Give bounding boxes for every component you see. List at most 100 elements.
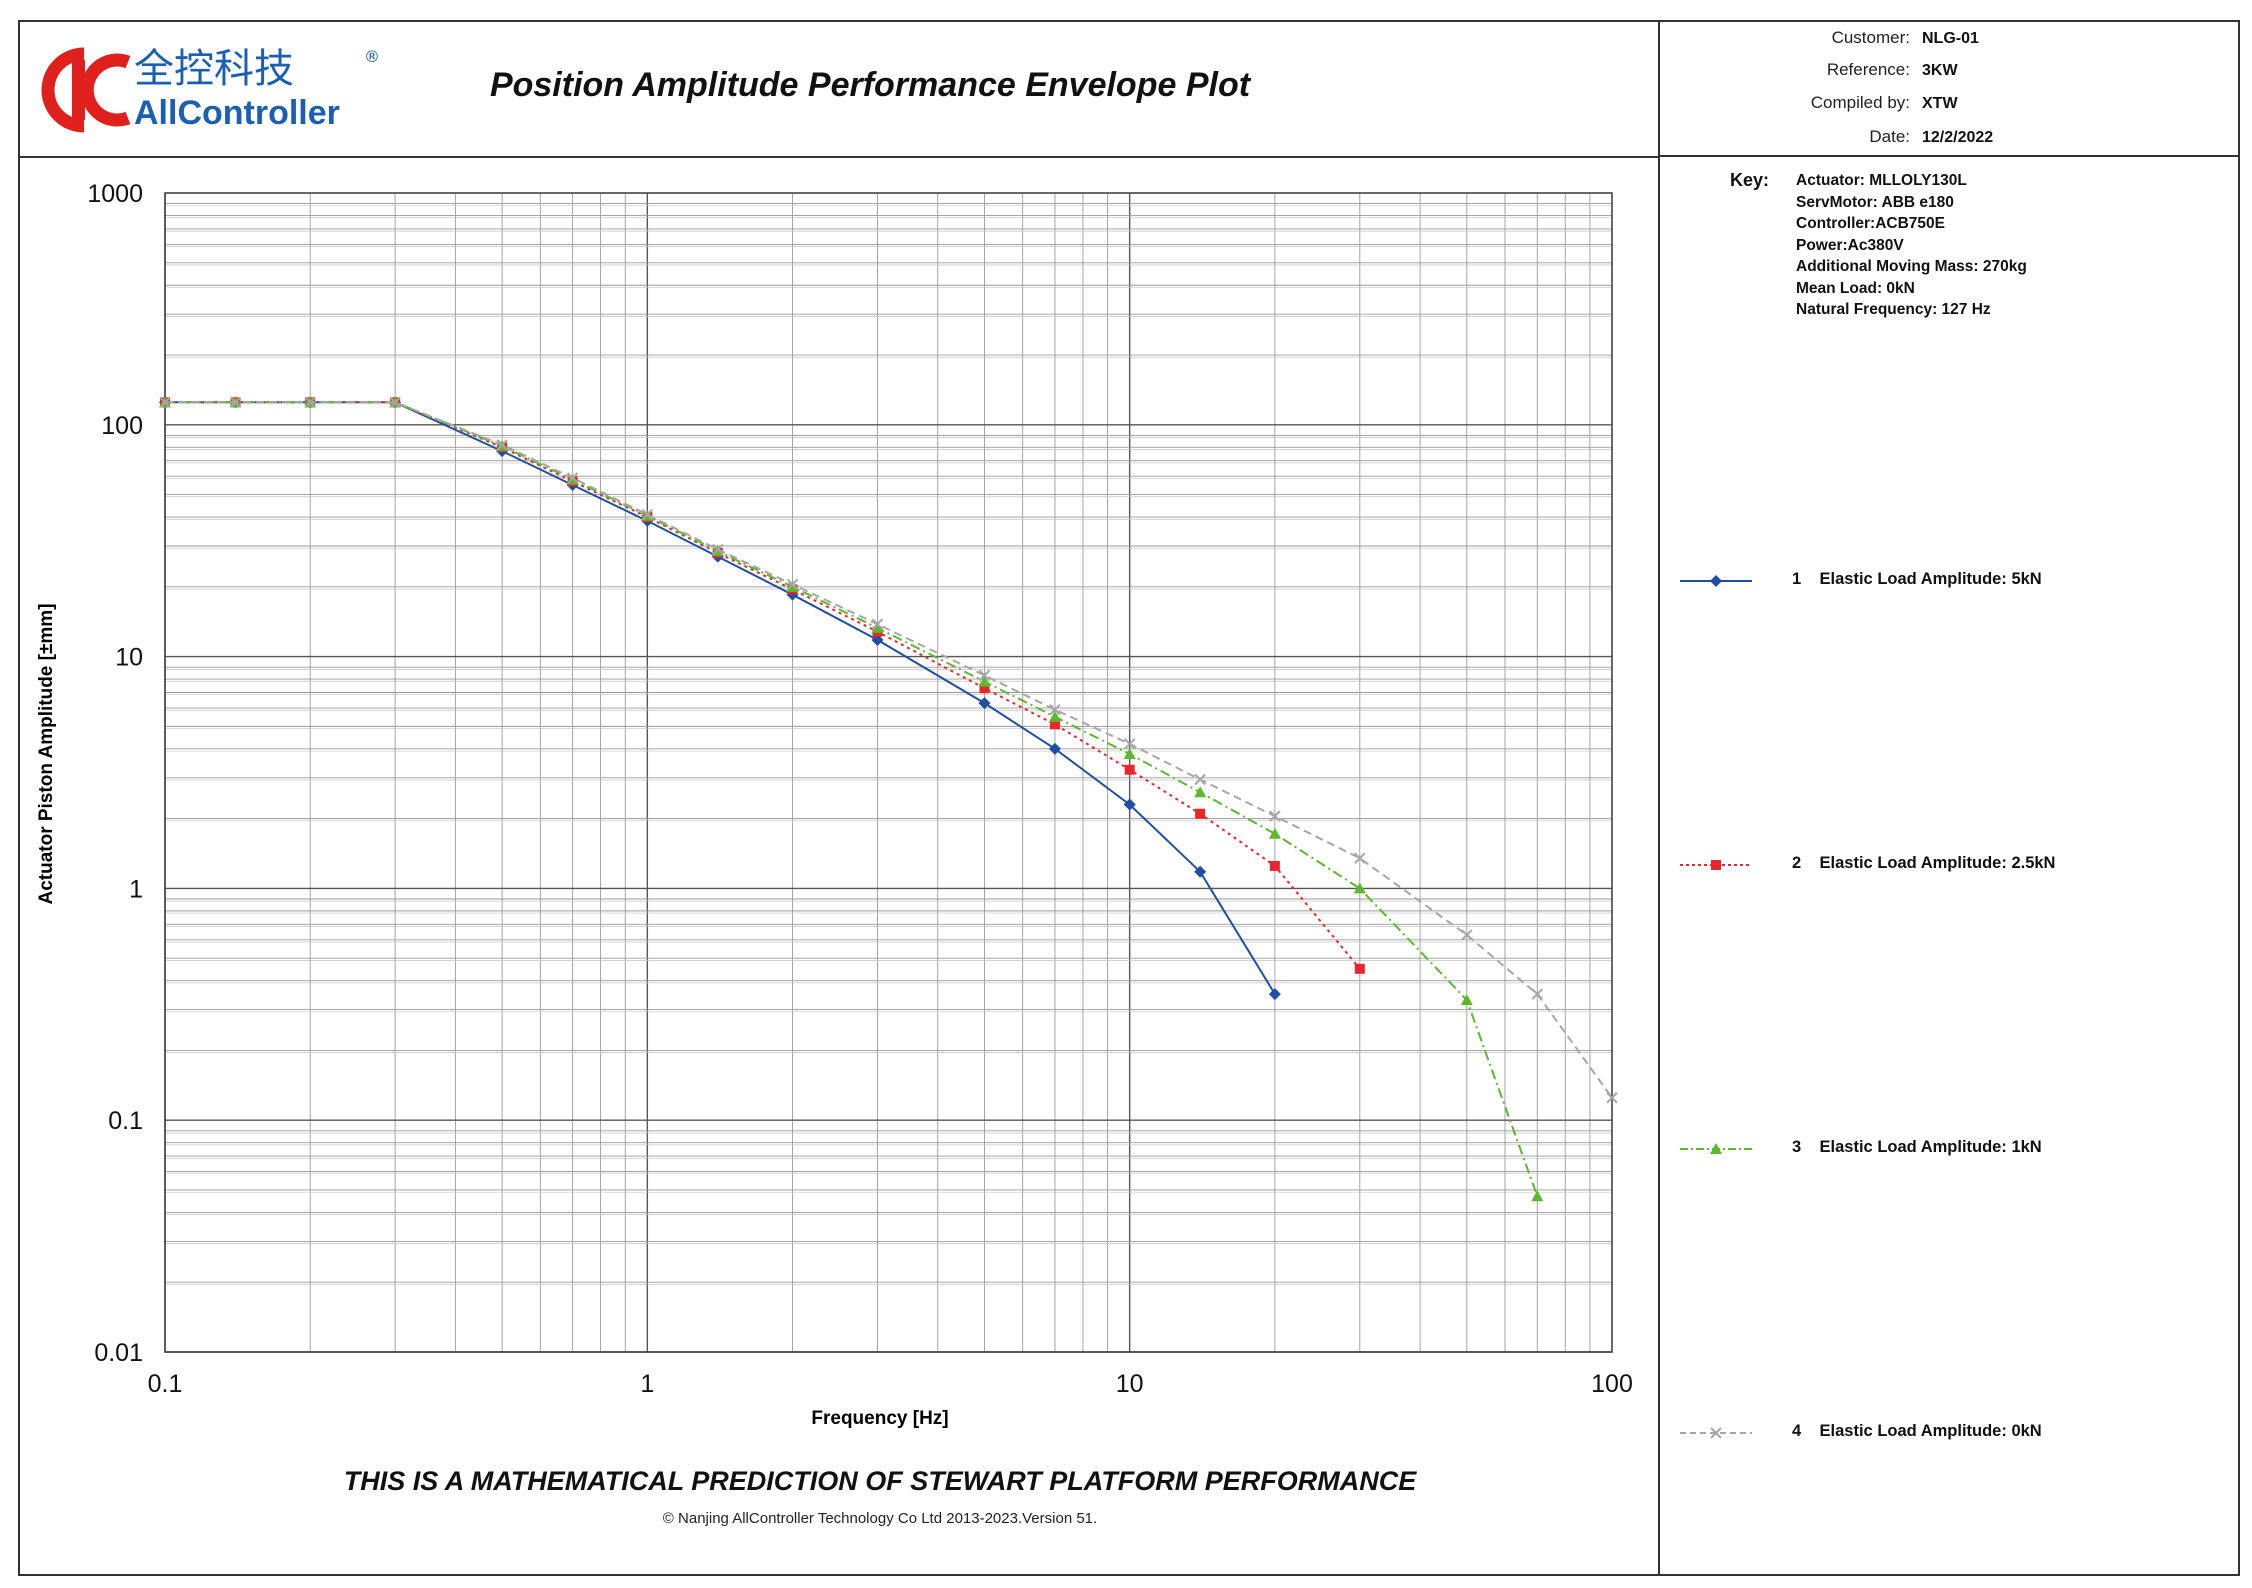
info-customer: Customer: NLG-01 xyxy=(1660,28,2240,58)
data-point-x xyxy=(229,396,242,409)
copyright-text: © Nanjing AllController Technology Co Lt… xyxy=(662,1510,1098,1527)
legend-label: 2 Elastic Load Amplitude: 2.5kN xyxy=(1792,854,2056,872)
key-line: Power:Ac380V xyxy=(1796,236,1904,254)
allcontroller-logo: 全控科技 ® AllController xyxy=(34,40,394,140)
data-point-triangle xyxy=(871,621,884,633)
legend-label: 3 Elastic Load Amplitude: 1kN xyxy=(1792,1138,2042,1156)
key-line: Natural Frequency: 127 Hz xyxy=(1796,301,1991,318)
plot-area-frame xyxy=(164,192,1613,1353)
data-point-triangle xyxy=(786,580,799,592)
logo-en-text: AllController xyxy=(134,94,340,132)
x-tick-label: 100 xyxy=(1591,1370,1633,1398)
key-line: Controller:ACB750E xyxy=(1796,215,1945,232)
legend-line-x-icon xyxy=(1680,1427,1752,1439)
key-line: Actuator: MLLOLY130L xyxy=(1796,172,1967,189)
compiled-label: Compiled by: xyxy=(1810,93,1910,112)
data-point-x xyxy=(1049,704,1061,716)
logo-mark-icon: 全控科技 ® AllController xyxy=(41,46,380,133)
y-tick-label: 10 xyxy=(115,644,143,672)
info-reference: Reference: 3KW xyxy=(1660,60,2240,90)
legend-item-1kn: 3 Elastic Load Amplitude: 1kN xyxy=(1676,1130,2236,1170)
key-line: Additional Moving Mass: 270kg xyxy=(1796,258,2027,275)
key-label: Key: xyxy=(1730,170,1770,190)
data-point-triangle xyxy=(1048,710,1061,722)
data-point-triangle xyxy=(978,675,991,687)
info-divider xyxy=(1658,155,2240,157)
data-point-x xyxy=(1194,773,1206,786)
header-divider xyxy=(18,156,1660,158)
series-2 xyxy=(160,397,1365,974)
series-line xyxy=(165,401,1613,1099)
data-point-x xyxy=(1461,929,1473,941)
date-value: 12/2/2022 xyxy=(1922,129,1994,146)
data-point-x xyxy=(1354,852,1366,864)
series-line xyxy=(165,401,1361,970)
data-point-diamond xyxy=(978,697,991,710)
data-point-triangle xyxy=(1353,882,1366,894)
y-tick-label: 1 xyxy=(129,875,143,903)
data-point-square xyxy=(1124,764,1135,775)
disclaimer-text: THIS IS A MATHEMATICAL PREDICTION OF STE… xyxy=(343,1466,1417,1496)
data-point-diamond xyxy=(1123,798,1136,811)
legend-item-0kn: 4 Elastic Load Amplitude: 0kN xyxy=(1676,1414,2236,1454)
data-point-diamond xyxy=(1048,742,1061,755)
data-point-x xyxy=(871,618,884,630)
data-point-square xyxy=(1354,963,1365,974)
y-tick-label: 0.1 xyxy=(108,1107,143,1135)
data-point-x xyxy=(641,508,654,521)
info-date: Date: 12/2/2022 xyxy=(1660,127,2240,157)
customer-value: NLG-01 xyxy=(1922,30,1979,47)
data-point-square xyxy=(1269,860,1280,871)
data-point-x xyxy=(1123,738,1136,750)
key-line: Mean Load: 0kN xyxy=(1796,279,1915,297)
data-point-diamond xyxy=(1268,988,1281,1001)
customer-label: Customer: xyxy=(1831,28,1910,47)
data-point-square xyxy=(1195,808,1206,819)
x-axis-label: Frequency [Hz] xyxy=(811,1408,948,1429)
data-point-x xyxy=(1531,988,1543,1000)
data-point-x xyxy=(1269,810,1281,822)
x-tick-label: 0.1 xyxy=(148,1370,183,1398)
key-line: ServMotor: ABB e180 xyxy=(1796,193,1954,211)
data-point-triangle xyxy=(1460,994,1473,1006)
reference-value: 3KW xyxy=(1922,62,1958,79)
legend-item-2-5kn: 2 Elastic Load Amplitude: 2.5kN xyxy=(1676,846,2236,886)
legend-line-triangle-icon xyxy=(1680,1143,1752,1154)
data-point-diamond xyxy=(871,633,884,646)
data-point-x xyxy=(159,396,171,409)
legend-item-5kn: 1 Elastic Load Amplitude: 5kN xyxy=(1676,562,2236,602)
compiled-value: XTW xyxy=(1922,95,1958,112)
info-compiled: Compiled by: XTW xyxy=(1660,93,2240,123)
x-tick-label: 1 xyxy=(640,1370,654,1398)
legend-label: 1 Elastic Load Amplitude: 5kN xyxy=(1792,570,2042,588)
legend-line-square-icon xyxy=(1680,860,1752,870)
data-point-x xyxy=(304,396,316,409)
data-point-x xyxy=(389,396,401,409)
right-panel-divider xyxy=(1658,20,1660,1576)
data-point-x xyxy=(712,543,724,556)
data-point-triangle xyxy=(1123,748,1136,760)
data-point-triangle xyxy=(1268,827,1281,839)
data-point-triangle xyxy=(1194,786,1207,798)
series-line xyxy=(165,401,1276,995)
logo-cn-text: 全控科技 xyxy=(134,46,294,92)
series-line xyxy=(165,401,1539,1197)
data-point-square xyxy=(1049,719,1060,730)
data-point-x xyxy=(566,472,579,484)
y-tick-label: 100 xyxy=(101,412,143,440)
page-frame xyxy=(18,20,2240,1576)
key-details: Actuator: MLLOLY130L ServMotor: ABB e180… xyxy=(1796,170,2027,321)
page-title: Position Amplitude Performance Envelope … xyxy=(489,66,1251,104)
y-tick-label: 1000 xyxy=(87,180,143,208)
reference-label: Reference: xyxy=(1826,60,1910,79)
data-point-diamond xyxy=(1194,865,1207,878)
date-label: Date: xyxy=(1869,127,1910,146)
registered-mark: ® xyxy=(364,47,380,66)
legend-line-diamond-icon xyxy=(1680,575,1752,587)
y-tick-label: 0.01 xyxy=(94,1339,143,1367)
data-point-square xyxy=(979,683,990,694)
data-point-x xyxy=(496,439,508,451)
data-point-triangle xyxy=(1531,1190,1544,1202)
